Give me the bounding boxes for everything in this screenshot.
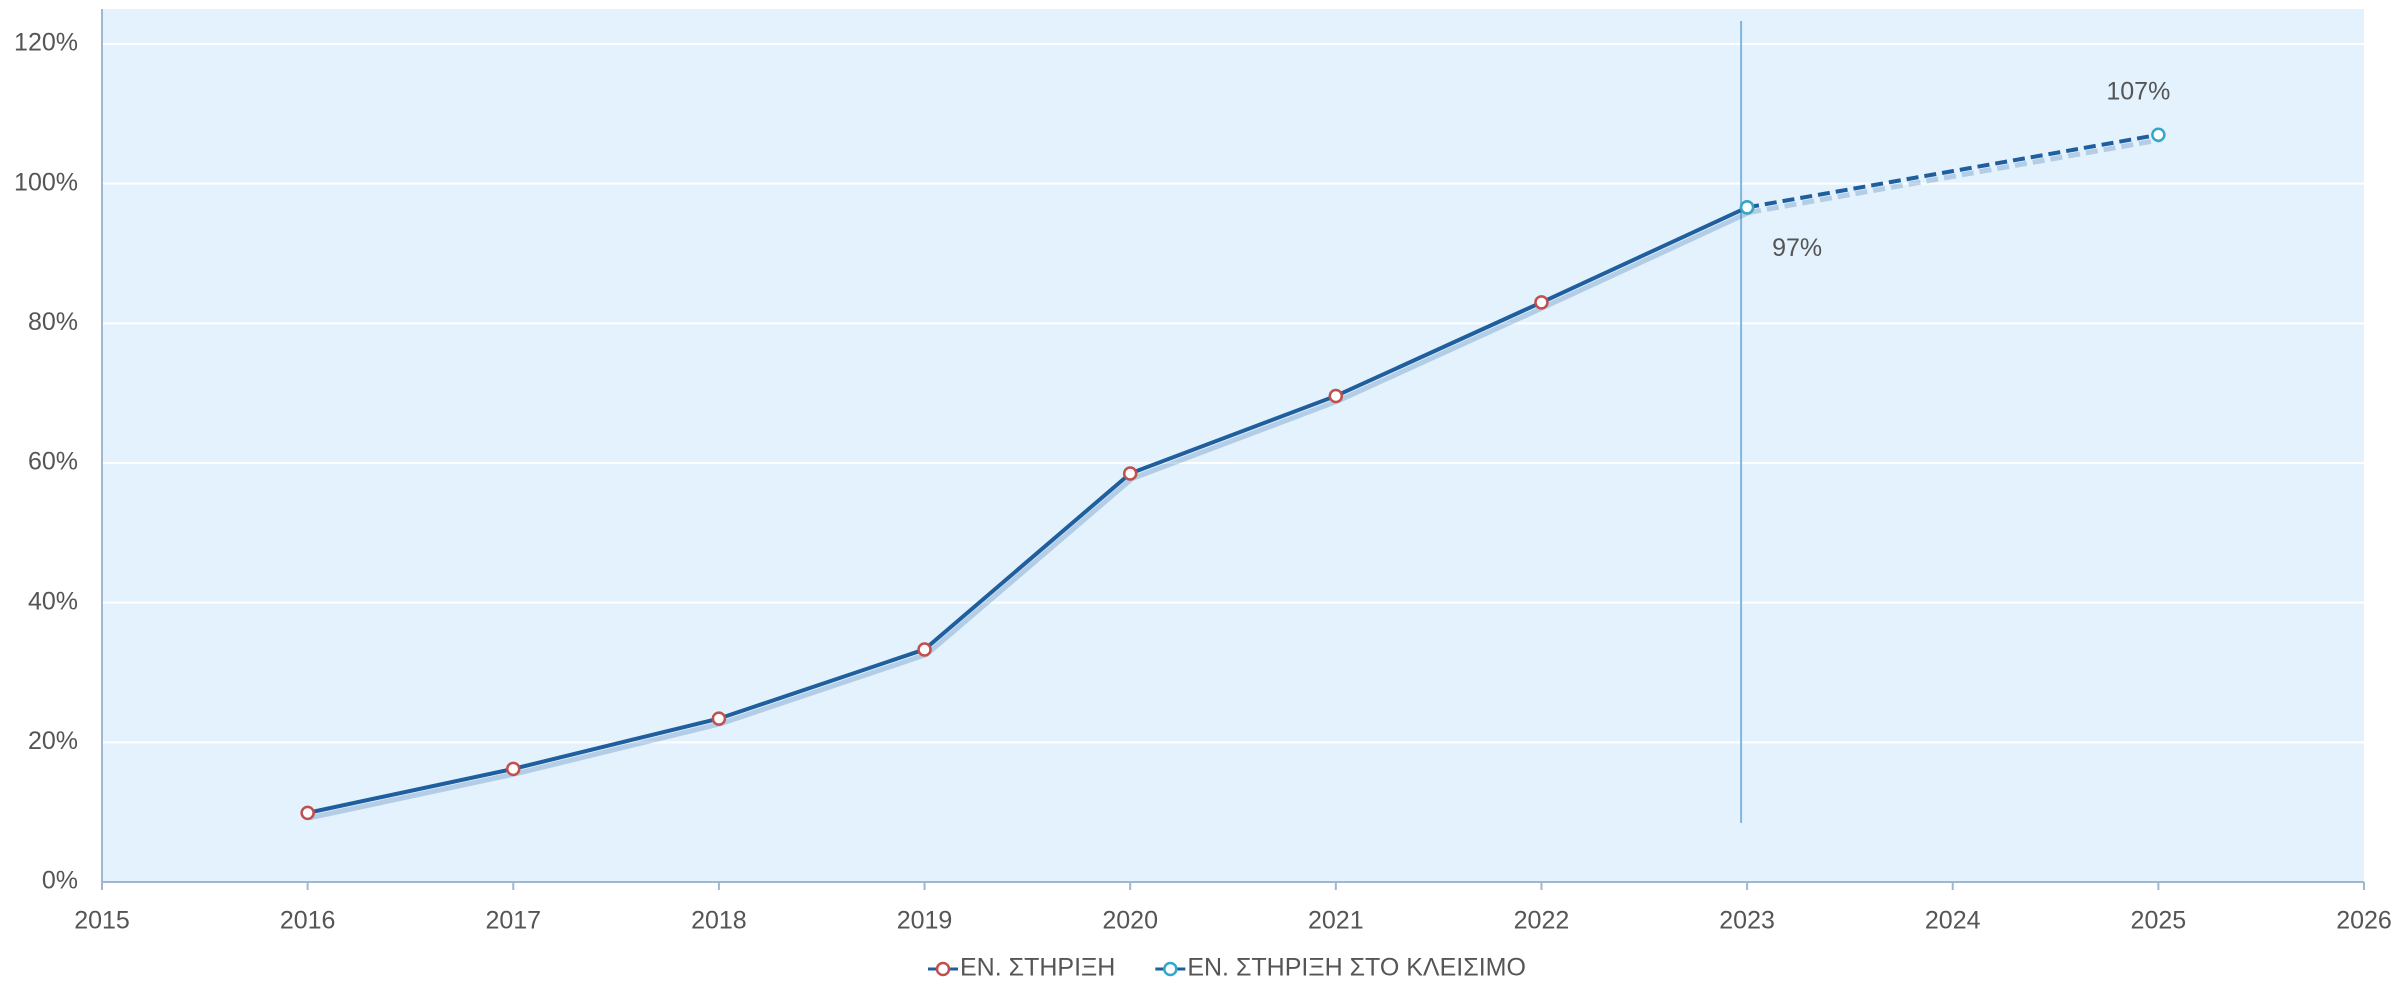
line-shadow bbox=[309, 210, 1751, 821]
x-tick-label: 2015 bbox=[74, 907, 130, 935]
marker bbox=[1739, 200, 1755, 215]
x-tick-label: 2021 bbox=[1308, 907, 1364, 935]
x-tick-label: 2025 bbox=[2131, 907, 2187, 935]
legend-label: ΕΝ. ΣΤΗΡΙΞΗ bbox=[960, 954, 1115, 982]
y-tick-label: 60% bbox=[28, 448, 78, 476]
y-tick-label: 120% bbox=[14, 29, 78, 57]
y-tick-label: 20% bbox=[28, 727, 78, 755]
series-line bbox=[307, 205, 1748, 815]
y-tick-label: 0% bbox=[42, 867, 78, 895]
series-line bbox=[1746, 132, 2159, 210]
x-tick-label: 2016 bbox=[280, 907, 336, 935]
y-tick-label: 80% bbox=[28, 308, 78, 336]
data-label: 97% bbox=[1772, 234, 1822, 262]
x-tick-label: 2022 bbox=[1514, 907, 1570, 935]
x-tick-label: 2019 bbox=[897, 907, 953, 935]
legend-marker bbox=[1163, 961, 1178, 977]
line-shadow bbox=[1748, 137, 2161, 215]
x-tick-label: 2026 bbox=[2336, 907, 2392, 935]
data-label: 107% bbox=[2106, 77, 2170, 105]
legend-label: ΕΝ. ΣΤΗΡΙΞΗ ΣΤΟ ΚΛΕΙΣΙΜΟ bbox=[1187, 954, 1526, 982]
x-tick-label: 2024 bbox=[1925, 907, 1981, 935]
marker bbox=[300, 805, 315, 821]
x-tick-label: 2023 bbox=[1719, 907, 1775, 935]
marker bbox=[2151, 127, 2166, 143]
marker bbox=[711, 711, 727, 726]
marker bbox=[1328, 388, 1344, 404]
x-tick-label: 2020 bbox=[1102, 907, 1158, 935]
plot-background bbox=[102, 9, 2364, 882]
marker bbox=[917, 642, 932, 657]
marker bbox=[1534, 295, 1549, 310]
x-tick-label: 2017 bbox=[485, 907, 541, 935]
legend-marker bbox=[935, 961, 951, 977]
y-tick-label: 100% bbox=[14, 168, 78, 196]
marker bbox=[1122, 466, 1138, 481]
x-tick-label: 2018 bbox=[691, 907, 747, 935]
y-tick-label: 40% bbox=[28, 587, 78, 615]
marker bbox=[506, 761, 521, 777]
